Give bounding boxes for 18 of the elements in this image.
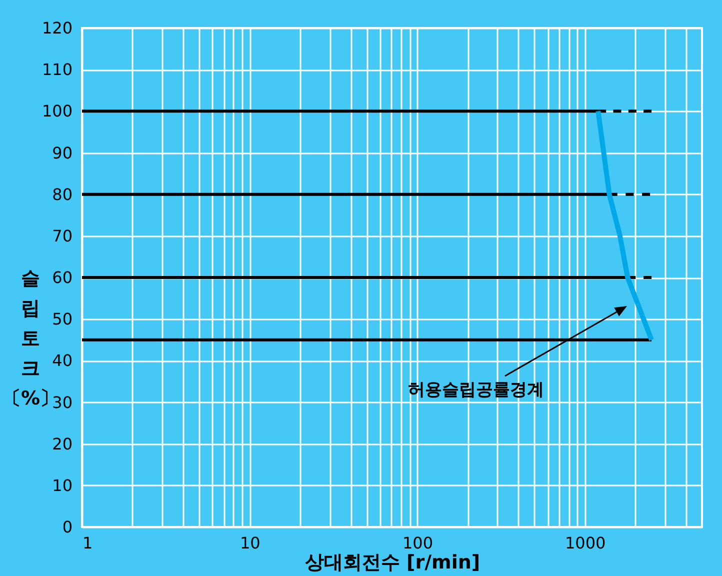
y-tick-label: 120 [42, 18, 72, 38]
x-tick-label: 1000 [564, 534, 606, 552]
y-tick-label: 20 [52, 434, 72, 454]
y-tick-label: 80 [52, 184, 72, 204]
x-tick-label: 10 [240, 534, 260, 552]
y-tick-label: 0 [62, 518, 72, 536]
y-tick-label: 30 [52, 392, 72, 412]
x-tick-label: 100 [402, 534, 433, 552]
y-tick-label: 110 [42, 60, 72, 80]
x-tick-label: 1 [82, 534, 93, 552]
y-tick-label: 50 [52, 310, 72, 329]
y-tick-label: 100 [42, 102, 72, 121]
y-tick-label: 60 [52, 268, 72, 287]
y-tick-label: 90 [52, 143, 72, 162]
x-axis-title: 상대회전수 [r/min] [304, 552, 480, 574]
y-tick-label: 70 [52, 226, 72, 246]
y-tick-label: 10 [52, 476, 72, 495]
y-tick-label: 40 [52, 351, 72, 370]
